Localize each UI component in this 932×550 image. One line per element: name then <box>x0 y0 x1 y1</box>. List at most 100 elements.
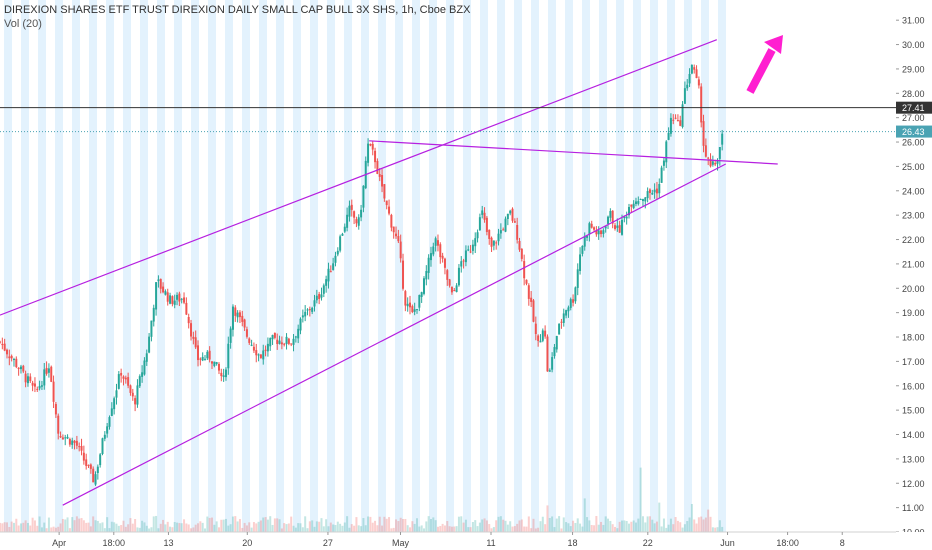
candle-body <box>462 260 465 262</box>
volume-bar <box>409 527 412 532</box>
candle-body <box>367 143 370 163</box>
candle-body <box>341 233 344 236</box>
candle-body <box>155 282 158 310</box>
volume-bar <box>346 516 349 532</box>
candle-body <box>488 229 491 239</box>
volume-bar <box>96 520 99 532</box>
candle-body <box>287 338 290 344</box>
candle-body <box>190 323 193 337</box>
candle-body <box>397 236 400 242</box>
candle-body <box>399 241 402 259</box>
candle-body <box>362 185 365 208</box>
volume-bar <box>660 526 663 532</box>
y-tick-label: 13.00 <box>902 454 925 464</box>
volume-bar <box>704 517 707 532</box>
volume-bar <box>644 522 647 532</box>
volume-bar <box>145 525 148 532</box>
candle-body <box>120 372 123 376</box>
y-tick-label: 24.00 <box>902 186 925 196</box>
candle-body <box>476 232 479 239</box>
y-tick-label: 17.00 <box>902 357 925 367</box>
candle-body <box>446 270 449 280</box>
candle-body <box>15 358 18 368</box>
session-band <box>599 0 607 532</box>
candle-body <box>262 350 265 360</box>
volume-bar <box>574 522 577 532</box>
session-band <box>684 0 692 532</box>
candle-body <box>425 271 428 280</box>
candle-body <box>590 223 593 228</box>
candle-body <box>714 162 717 165</box>
candle-body <box>320 294 323 298</box>
volume-bar <box>457 516 460 532</box>
volume-bar <box>446 520 449 532</box>
candle-body <box>31 382 34 386</box>
candle-body <box>194 337 197 348</box>
candle-body <box>669 117 672 134</box>
volume-bar <box>271 524 274 532</box>
volume-bar <box>85 522 88 532</box>
candle-body <box>420 292 423 297</box>
candle-body <box>255 350 258 356</box>
candle-body <box>406 303 409 307</box>
candle-body <box>117 374 120 389</box>
time-axis[interactable]: Apr 18:00 13 20 27 May 11 18 22 Jun 18:00 8 <box>0 531 932 550</box>
candle-body <box>47 368 50 373</box>
trendlines[interactable] <box>0 39 896 506</box>
volume-bar <box>690 504 693 532</box>
volume-bar <box>106 517 109 532</box>
volume-bar <box>425 521 428 532</box>
volume-bar <box>483 518 486 532</box>
candle-body <box>241 315 244 322</box>
x-tick-label: 11 <box>486 538 495 548</box>
volume-bar <box>229 524 232 532</box>
candle-body <box>292 338 295 345</box>
candle-body <box>541 330 544 341</box>
session-band <box>225 0 233 532</box>
y-tick-label: 19.00 <box>902 308 925 318</box>
candle-body <box>637 201 640 204</box>
candle-body <box>283 343 286 345</box>
candle-body <box>43 369 46 386</box>
candle-body <box>686 84 689 89</box>
chart-title: DIREXION SHARES ETF TRUST DIREXION DAILY… <box>4 4 471 16</box>
candle-body <box>264 349 267 351</box>
candle-body <box>641 199 644 201</box>
volume-bar <box>238 519 241 532</box>
candle-body <box>688 73 691 84</box>
candle-body <box>57 415 60 434</box>
candle-body <box>709 158 712 167</box>
candle-body <box>33 383 36 387</box>
candle-body <box>404 291 407 306</box>
volume-bar <box>66 517 69 532</box>
candle-body <box>273 333 276 338</box>
candle-body <box>325 279 328 286</box>
volume-bar <box>329 522 332 532</box>
volume-bar <box>527 516 530 532</box>
volume-bar <box>231 516 234 532</box>
volume-bar <box>327 526 330 532</box>
volume-bar <box>308 521 311 532</box>
candle-body <box>562 313 565 323</box>
candle-body <box>238 312 241 318</box>
volume-bar <box>178 523 181 532</box>
volume-bar <box>429 519 432 532</box>
candle-body <box>702 121 705 146</box>
y-tick-label: 11.00 <box>902 503 924 513</box>
y-tick-label: 26.00 <box>902 138 925 148</box>
candle-body <box>327 268 330 282</box>
candle-body <box>432 246 435 255</box>
price-axis[interactable]: 31.00 30.00 29.00 28.00 27.00 26.00 25.00 24.00… <box>896 0 932 550</box>
volume-bar <box>714 527 717 532</box>
volume-bar <box>460 516 463 532</box>
last-price-tag: 26.43 <box>902 127 925 137</box>
candle-body <box>450 286 453 293</box>
candle-body <box>520 248 523 259</box>
session-band <box>514 0 522 532</box>
resistance-line <box>369 140 778 165</box>
volume-bar <box>120 525 123 532</box>
candle-body <box>159 278 162 289</box>
candle-body <box>141 372 144 377</box>
volume-bar <box>255 523 258 532</box>
